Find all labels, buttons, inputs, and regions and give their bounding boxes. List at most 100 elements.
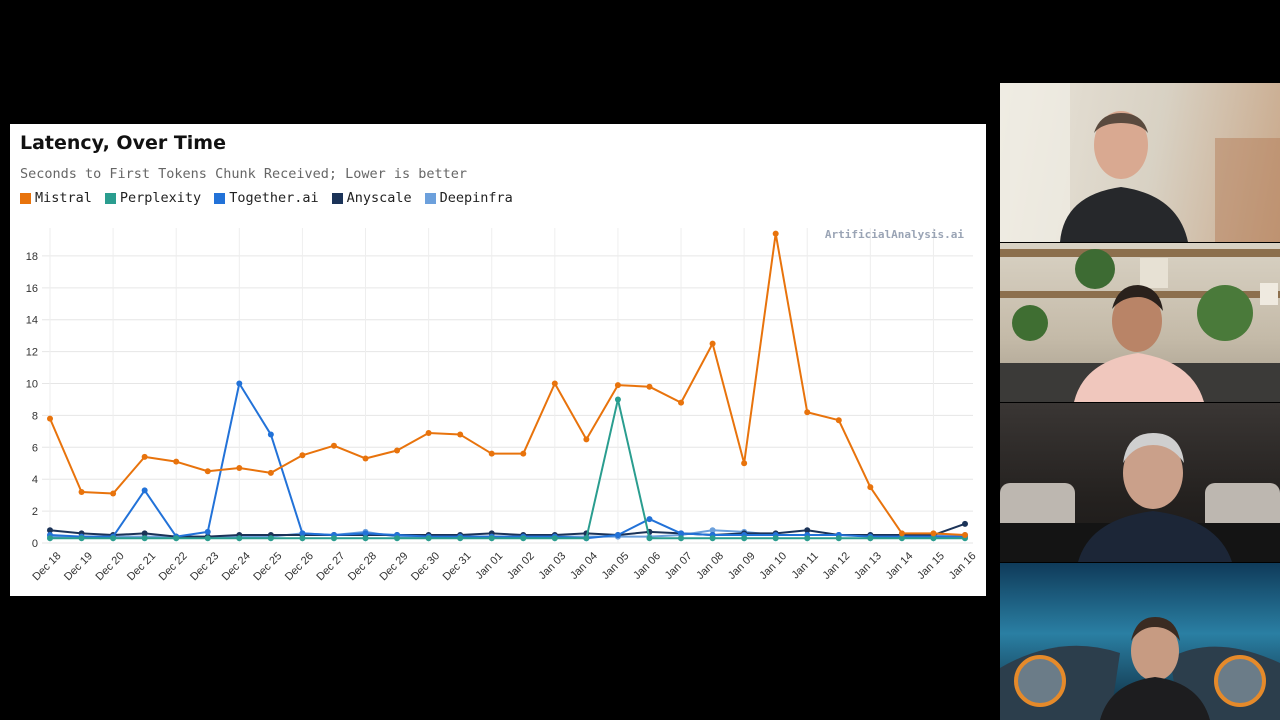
- data-point-perplexity: [394, 535, 401, 542]
- data-point-together-ai: [299, 530, 306, 537]
- x-tick-label: Dec 20: [94, 550, 127, 583]
- x-tick-label: Jan 16: [947, 550, 979, 582]
- data-point-perplexity: [741, 535, 748, 542]
- x-tick-label: Dec 23: [188, 550, 221, 583]
- series-line-together-ai: [49, 382, 965, 540]
- x-tick-label: Jan 12: [821, 550, 853, 582]
- y-tick-label: 16: [26, 283, 38, 295]
- data-point-mistral: [962, 532, 968, 539]
- legend-label: Mistral: [35, 190, 92, 206]
- series-perplexity: [47, 396, 968, 542]
- data-point-perplexity: [614, 396, 621, 403]
- y-tick-label: 8: [32, 410, 38, 422]
- data-point-perplexity: [583, 535, 590, 542]
- x-tick-label: Dec 31: [441, 550, 474, 583]
- y-tick-label: 2: [32, 506, 38, 518]
- chart-subtitle: Seconds to First Tokens Chunk Received; …: [20, 166, 468, 182]
- data-point-perplexity: [804, 535, 811, 542]
- data-point-together-ai: [267, 431, 274, 438]
- data-point-mistral: [362, 455, 369, 462]
- data-point-mistral: [488, 450, 495, 457]
- data-point-perplexity: [835, 535, 842, 542]
- participant-video-tile-2: [1000, 243, 1280, 402]
- legend-item-anyscale[interactable]: Anyscale: [331, 190, 412, 206]
- data-point-perplexity: [204, 535, 211, 542]
- data-point-anyscale: [47, 527, 53, 534]
- data-point-anyscale: [804, 527, 811, 534]
- x-tick-label: Dec 28: [346, 550, 379, 583]
- legend-item-together-ai[interactable]: Together.ai: [214, 190, 319, 206]
- x-tick-label: Dec 25: [251, 550, 284, 583]
- participant-video-tile-4: [1000, 563, 1280, 720]
- data-point-mistral: [520, 450, 527, 457]
- x-tick-label: Jan 09: [726, 550, 758, 582]
- data-point-perplexity: [867, 535, 874, 542]
- data-point-mistral: [646, 383, 653, 390]
- data-point-perplexity: [173, 535, 180, 542]
- data-point-mistral: [267, 469, 274, 476]
- legend-item-mistral[interactable]: Mistral: [20, 190, 92, 206]
- x-tick-label: Dec 22: [157, 550, 190, 583]
- data-point-mistral: [141, 453, 148, 460]
- data-point-mistral: [110, 490, 117, 497]
- data-point-together-ai: [236, 380, 243, 387]
- data-point-mistral: [614, 382, 621, 389]
- chart-watermark: ArtificialAnalysis.ai: [825, 228, 964, 241]
- x-tick-label: Dec 18: [30, 550, 63, 583]
- data-point-perplexity: [551, 535, 558, 542]
- chart-panel: 0 2 4 6 8 10 12 14 16 18 Dec 18 Dec 19 Dec 20 Dec 21 D…: [10, 124, 986, 596]
- chart-legend: Mistral Perplexity Together.ai Anyscale Deep…: [20, 190, 513, 206]
- data-point-anyscale: [141, 530, 148, 537]
- legend-item-deepinfra[interactable]: Deepinfra: [424, 190, 513, 206]
- x-tick-label: Jan 02: [505, 550, 537, 582]
- data-point-perplexity: [772, 535, 779, 542]
- participant-silhouette-2: [1000, 249, 1280, 402]
- data-point-mistral: [867, 484, 874, 491]
- x-tick-label: Jan 05: [600, 550, 632, 582]
- data-point-mistral: [772, 230, 779, 237]
- legend-swatch: [20, 192, 31, 204]
- data-point-perplexity: [425, 535, 432, 542]
- data-point-perplexity: [709, 535, 716, 542]
- data-point-together-ai: [362, 530, 369, 537]
- data-point-together-ai: [141, 487, 148, 494]
- legend-swatch: [214, 192, 226, 204]
- data-point-mistral: [709, 340, 716, 347]
- x-tick-label: Jan 04: [568, 550, 600, 582]
- data-point-perplexity: [678, 535, 685, 542]
- series-line-anyscale: [49, 522, 966, 538]
- x-tick-label: Jan 08: [694, 550, 726, 582]
- x-tick-label: Dec 30: [409, 550, 442, 583]
- y-tick-label: 12: [26, 347, 38, 359]
- data-point-perplexity: [47, 535, 53, 542]
- legend-swatch: [331, 192, 343, 204]
- data-point-perplexity: [330, 535, 337, 542]
- data-point-mistral: [330, 442, 337, 449]
- data-point-mistral: [299, 452, 306, 459]
- y-tick-label: 18: [26, 251, 38, 263]
- x-tick-label: Jan 11: [790, 550, 821, 581]
- y-tick-label: 10: [26, 379, 38, 391]
- x-tick-label: Jan 13: [852, 550, 884, 582]
- data-point-perplexity: [236, 535, 243, 542]
- data-point-together-ai: [614, 532, 621, 539]
- data-point-mistral: [394, 447, 401, 454]
- x-tick-label: Jan 14: [884, 550, 916, 582]
- y-tick-label: 14: [26, 315, 38, 327]
- participant-silhouette-3: [1000, 433, 1280, 562]
- data-point-mistral: [173, 458, 180, 465]
- legend-item-perplexity[interactable]: Perplexity: [104, 190, 201, 206]
- data-point-perplexity: [78, 535, 85, 542]
- data-point-mistral: [678, 399, 685, 406]
- y-tick-label: 6: [32, 442, 38, 454]
- legend-swatch: [424, 192, 436, 204]
- legend-label: Together.ai: [229, 190, 319, 206]
- data-point-mistral: [457, 431, 464, 438]
- series-line-perplexity: [50, 398, 965, 540]
- data-point-perplexity: [110, 535, 117, 542]
- data-point-mistral: [78, 488, 85, 495]
- data-point-anyscale: [962, 520, 968, 527]
- x-tick-label: Dec 24: [220, 550, 253, 583]
- x-tick-label: Dec 29: [378, 550, 411, 583]
